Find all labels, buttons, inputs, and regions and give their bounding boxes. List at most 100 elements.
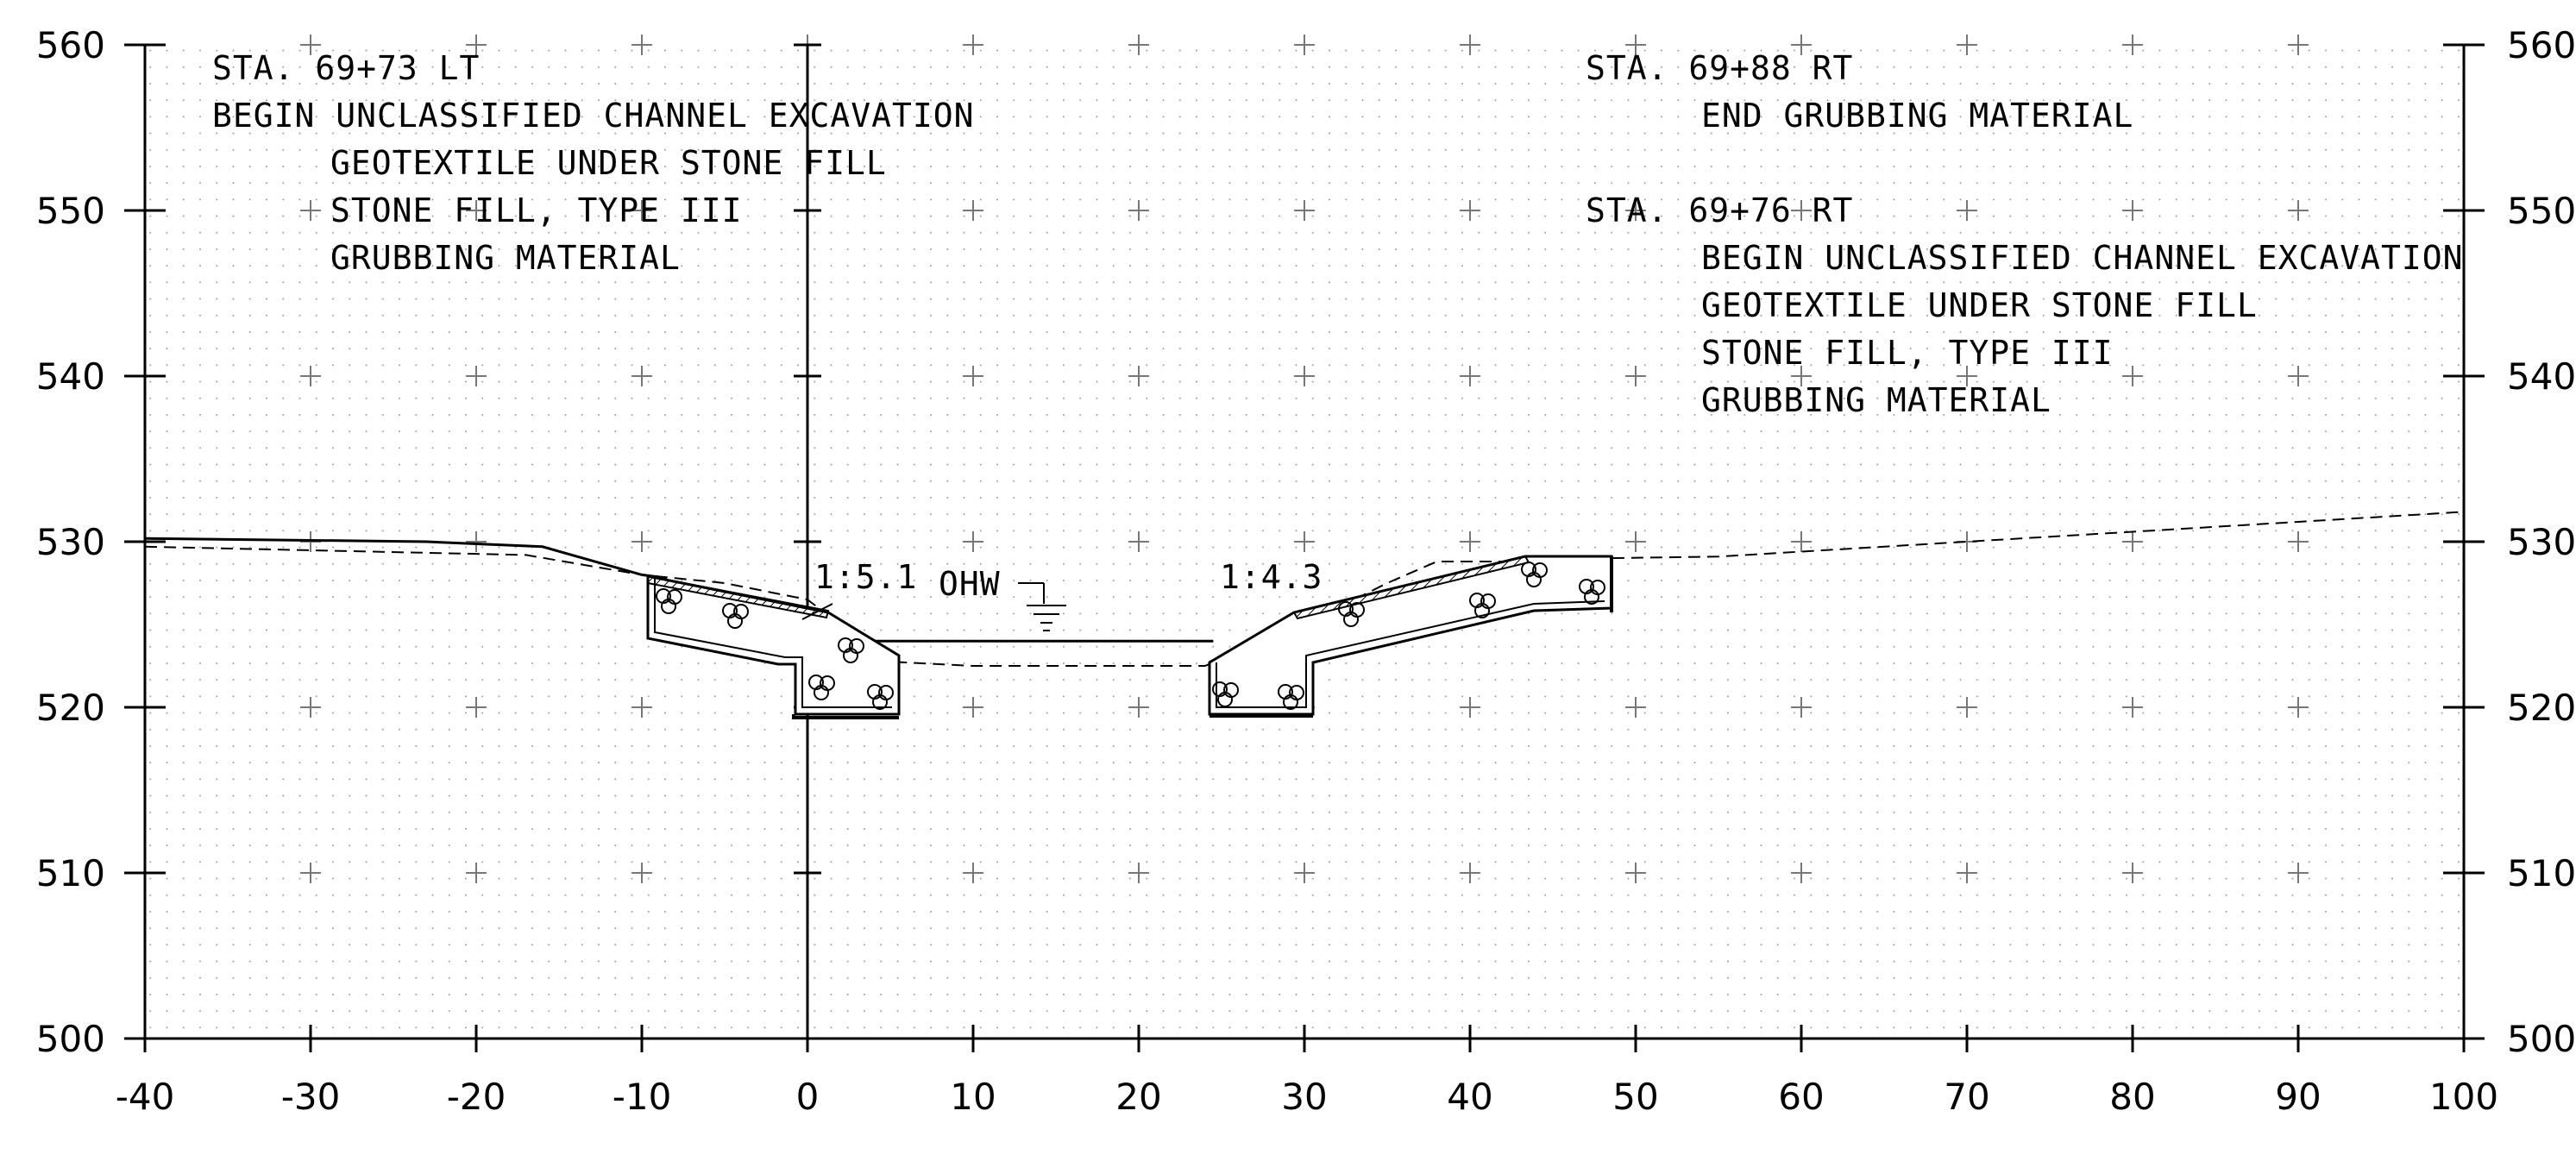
grid-cross	[1791, 697, 1812, 718]
grid-cross	[2122, 531, 2143, 552]
x-tick-label: 40	[1447, 1076, 1492, 1118]
grid-cross	[1294, 863, 1315, 883]
x-tick-label: 50	[1612, 1076, 1658, 1118]
grid-cross	[631, 200, 652, 221]
grid-cross	[631, 35, 652, 55]
grid-cross	[631, 366, 652, 386]
ohw-label: OHW	[939, 565, 1001, 603]
y-tick-label-left: 530	[36, 521, 105, 563]
left-note-4: GRUBBING MATERIAL	[330, 239, 681, 277]
grid-cross	[300, 200, 321, 221]
grid-cross	[300, 863, 321, 883]
x-tick-label: 20	[1115, 1076, 1161, 1118]
water-surface-symbol	[1018, 582, 1066, 631]
grid-cross	[2122, 697, 2143, 718]
left-geotextile-hatch	[647, 574, 830, 619]
y-tick-label-left: 550	[36, 190, 105, 232]
grid-cross	[1294, 35, 1315, 55]
grid-cross	[1128, 366, 1149, 386]
slope-label-left: 1:5.1	[814, 558, 917, 596]
y-tick-label-left: 520	[36, 687, 105, 729]
grid-cross	[2122, 35, 2143, 55]
grid-cross	[963, 697, 983, 718]
grid-cross	[1957, 863, 1977, 883]
grid-cross	[1128, 35, 1149, 55]
left-note-1: BEGIN UNCLASSIFIED CHANNEL EXCAVATION	[212, 97, 974, 135]
grid-cross	[1625, 35, 1646, 55]
left-station: STA. 69+73 LT	[212, 49, 480, 87]
right-notes-mid: STA. 69+76 RT BEGIN UNCLASSIFIED CHANNEL…	[1586, 191, 2462, 419]
grid-cross	[2122, 200, 2143, 221]
x-tick-label: 90	[2275, 1076, 2321, 1118]
x-tick-label: 60	[1778, 1076, 1824, 1118]
grid-cross	[963, 366, 983, 386]
stone-symbol	[1579, 579, 1605, 605]
grid-cross	[1460, 531, 1480, 552]
y-tick-label-right: 510	[2507, 852, 2576, 894]
right-mid-note-3: STONE FILL, TYPE III	[1701, 334, 2114, 372]
grid-cross	[1294, 531, 1315, 552]
right-mid-station: STA. 69+76 RT	[1586, 191, 1853, 229]
grid-cross	[1791, 863, 1812, 883]
y-tick-label-right: 560	[2507, 24, 2576, 66]
grid-crosses	[300, 35, 2309, 883]
stone-symbol	[867, 684, 894, 710]
grid-cross	[2288, 35, 2309, 55]
grid-cross	[466, 200, 487, 221]
slope-label-right: 1:4.3	[1220, 558, 1323, 596]
stone-symbol	[1469, 593, 1496, 618]
grid-cross	[2288, 366, 2309, 386]
grid-cross	[631, 531, 652, 552]
left-stone-fill	[646, 574, 901, 719]
grid-cross	[963, 531, 983, 552]
grid-cross	[466, 863, 487, 883]
grid-cross	[2288, 697, 2309, 718]
x-tick-label: -30	[281, 1076, 341, 1118]
y-axis-ticks: 560 550 540 530 520 510 500 560 550 540 530 520 510 5…	[36, 24, 2576, 1060]
grid-cross	[300, 35, 321, 55]
grid-cross	[300, 366, 321, 386]
right-mid-note-4: GRUBBING MATERIAL	[1701, 381, 2051, 419]
y-tick-label-right: 520	[2507, 687, 2576, 729]
stone-symbol	[1278, 684, 1304, 710]
y-tick-label-right: 500	[2507, 1018, 2576, 1060]
grid-cross	[466, 366, 487, 386]
stone-symbol	[722, 603, 749, 629]
y-tick-label-left: 510	[36, 852, 105, 894]
stone-symbol	[1338, 601, 1365, 627]
grid-cross	[466, 531, 487, 552]
grid-cross	[1460, 35, 1480, 55]
y-tick-label-left: 540	[36, 355, 105, 398]
stone-symbol	[1212, 681, 1239, 707]
grid-cross	[1128, 863, 1149, 883]
x-tick-label: 100	[2429, 1076, 2498, 1118]
right-mid-note-2: GEOTEXTILE UNDER STONE FILL	[1701, 286, 2258, 324]
right-notes-top: STA. 69+88 RT END GRUBBING MATERIAL	[1586, 49, 2133, 135]
grid-cross	[2288, 200, 2309, 221]
grid-cross	[466, 35, 487, 55]
grid-cross	[1625, 531, 1646, 552]
stone-symbols	[656, 562, 1605, 710]
grid-cross	[1128, 200, 1149, 221]
grid-cross	[1625, 863, 1646, 883]
y-tick-label-left: 500	[36, 1018, 105, 1060]
grid-cross	[963, 863, 983, 883]
grid-cross	[1625, 697, 1646, 718]
grid-cross	[1625, 366, 1646, 386]
x-tick-label: -20	[447, 1076, 506, 1118]
stone-symbol	[838, 637, 864, 663]
grid-cross	[963, 200, 983, 221]
grid-cross	[1957, 366, 1977, 386]
x-tick-label: -10	[613, 1076, 672, 1118]
grid-cross	[466, 697, 487, 718]
x-tick-label: 10	[950, 1076, 996, 1118]
x-tick-label: 30	[1281, 1076, 1327, 1118]
y-tick-label-right: 540	[2507, 355, 2576, 398]
x-axis-ticks: -40 -30 -20 -10 0 10 20 30 40 50 60 70 80 90 100	[116, 1025, 2498, 1118]
left-note-3: STONE FILL, TYPE III	[330, 191, 743, 229]
right-stone-fill	[1208, 555, 1613, 718]
right-top-station: STA. 69+88 RT	[1586, 49, 1853, 87]
y-tick-label-left: 560	[36, 24, 105, 66]
grid-cross	[2288, 863, 2309, 883]
y-tick-label-right: 530	[2507, 521, 2576, 563]
